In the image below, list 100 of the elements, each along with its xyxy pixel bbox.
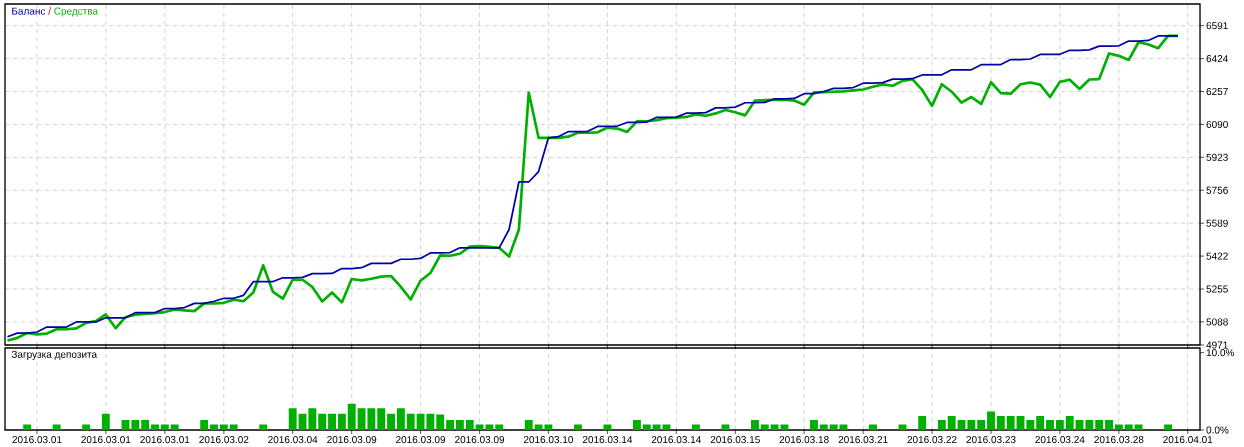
y-tick-label: 5088 — [1206, 318, 1228, 326]
bar — [141, 419, 150, 430]
text: Баланс — [12, 7, 46, 15]
bar — [465, 419, 474, 430]
bar — [947, 416, 956, 430]
bar — [977, 419, 986, 430]
bar — [170, 424, 179, 430]
y-tick-label: 5756 — [1206, 186, 1228, 194]
bar — [82, 424, 91, 430]
bar — [1046, 419, 1054, 430]
chart-title: Загрузка депозита — [11, 350, 98, 360]
bar — [987, 411, 995, 430]
bar — [1095, 419, 1104, 430]
x-tick-label: 2016.03.28 — [1094, 436, 1144, 444]
bar — [426, 413, 435, 430]
bar — [200, 419, 209, 430]
y-tick-label: 5422 — [1206, 252, 1228, 260]
bar — [1164, 424, 1172, 430]
bar — [101, 413, 110, 430]
bar — [347, 403, 356, 430]
bar — [436, 414, 445, 430]
x-tick-label: 2016.03.04 — [268, 436, 318, 444]
bar — [337, 413, 346, 430]
bar — [918, 416, 927, 430]
x-tick-label: 2016.03.09 — [396, 436, 446, 444]
bar — [131, 419, 140, 430]
x-tick-label: 2016.03.01 — [12, 436, 62, 444]
x-tick-label: 2016.03.14 — [651, 436, 701, 444]
x-tick-label: 2016.03.22 — [907, 436, 957, 444]
y-tick-label: 6257 — [1206, 87, 1228, 96]
x-tick-label: 2016.03.09 — [455, 436, 505, 444]
bar — [308, 408, 317, 430]
bar — [652, 424, 661, 430]
bar — [692, 424, 700, 430]
annotation: / — [48, 7, 51, 15]
bar — [495, 424, 504, 430]
bar — [603, 424, 612, 430]
bar — [23, 424, 32, 430]
bar — [642, 424, 651, 430]
bar — [210, 424, 218, 430]
bar — [406, 413, 415, 430]
x-tick-label: 2016.03.24 — [1035, 436, 1085, 444]
x-tick-label: 2016.03.01 — [140, 436, 190, 444]
y-tick-label: 10.0% — [1206, 349, 1235, 357]
bar — [259, 424, 268, 430]
x-tick-label: 2016.03.10 — [523, 436, 574, 444]
bar — [573, 424, 582, 430]
bar — [633, 419, 641, 430]
bar — [446, 419, 454, 430]
bar — [1105, 419, 1113, 430]
x-tick-label: 2016.04.01 — [1163, 436, 1213, 444]
y-tick-label: 6090 — [1206, 120, 1228, 128]
bar — [328, 413, 336, 430]
bar — [996, 416, 1005, 430]
bar — [869, 424, 877, 430]
y-tick-label: 4971 — [1206, 341, 1228, 349]
bar — [52, 424, 61, 430]
x-tick-label: 2016.03.09 — [327, 436, 377, 444]
bar — [810, 419, 818, 430]
bar — [1026, 419, 1035, 430]
bar — [151, 424, 159, 430]
bar — [229, 424, 238, 430]
bar — [288, 408, 297, 430]
y-tick-label: 5923 — [1206, 153, 1228, 161]
bar — [1006, 416, 1015, 430]
bar — [1124, 424, 1133, 430]
x-tick-label: 2016.03.14 — [582, 436, 633, 444]
x-tick-label: 2016.03.18 — [779, 436, 829, 444]
bar — [760, 424, 769, 430]
bar — [357, 408, 366, 430]
bar — [160, 424, 169, 430]
y-tick-label: 5255 — [1206, 285, 1228, 293]
bar — [387, 413, 395, 430]
bar — [1085, 419, 1094, 430]
x-tick-label: 2016.03.23 — [966, 436, 1016, 444]
bar — [967, 419, 976, 430]
x-tick-label: 2016.03.15 — [710, 436, 760, 444]
bar — [377, 408, 386, 430]
y-tick-label: 0.0% — [1206, 426, 1229, 434]
bar — [770, 424, 779, 430]
bar — [1114, 424, 1123, 430]
bar — [829, 424, 838, 430]
bar — [524, 419, 533, 430]
bar — [1065, 416, 1074, 430]
bar — [367, 408, 376, 430]
y-tick-label: 5589 — [1206, 219, 1228, 227]
bar — [1055, 419, 1064, 430]
y-tick-label: 6591 — [1206, 22, 1228, 30]
bar — [937, 419, 946, 430]
x-tick-label: 2016.03.01 — [81, 436, 131, 444]
bar — [318, 413, 327, 430]
bar — [751, 419, 759, 430]
bar — [455, 419, 464, 430]
text: Средства — [54, 7, 99, 17]
x-tick-label: 2016.03.21 — [838, 436, 888, 444]
bar — [819, 424, 828, 430]
bar — [1036, 416, 1045, 430]
bar — [219, 424, 228, 430]
y-tick-label: 6424 — [1206, 55, 1229, 63]
x-tick-label: 2016.03.02 — [199, 436, 249, 444]
